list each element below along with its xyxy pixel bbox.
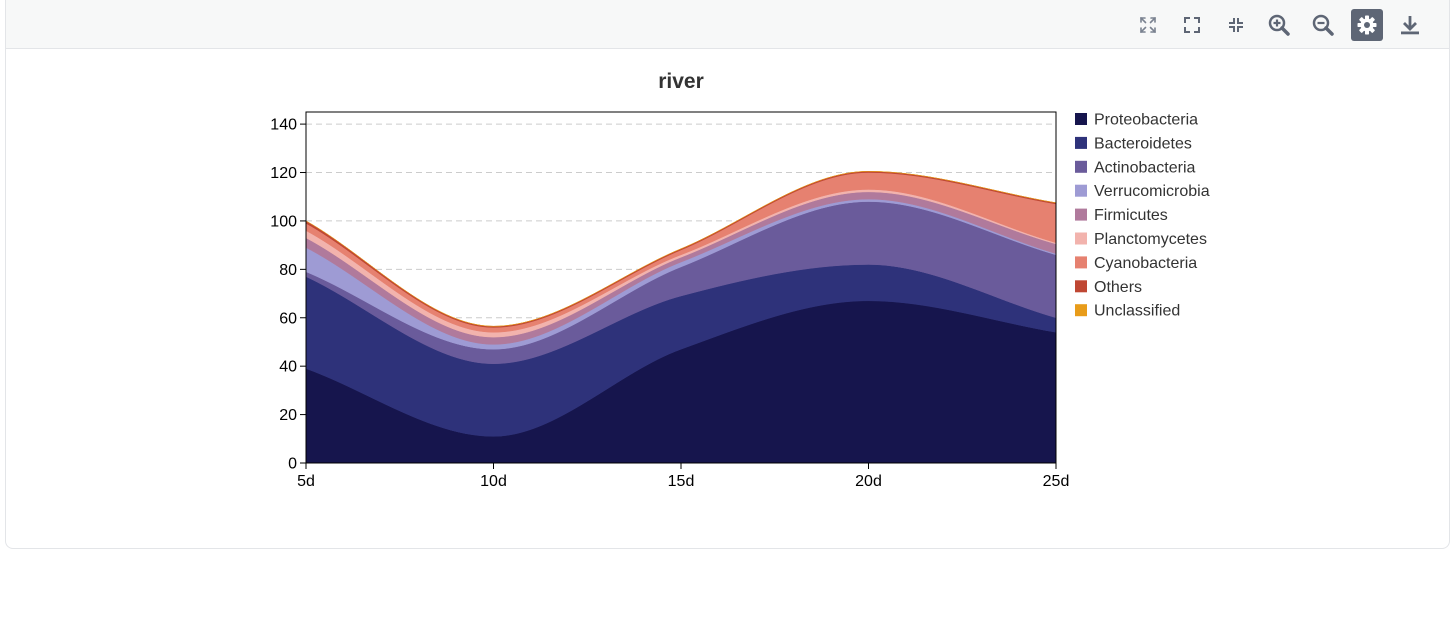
y-tick-label: 140 — [270, 117, 297, 134]
fullscreen-icon — [1184, 17, 1200, 33]
legend-item[interactable]: Planctomycetes — [1075, 231, 1207, 248]
compress-icon — [1229, 18, 1243, 32]
zoom-in-icon — [1268, 14, 1290, 36]
gear-icon — [1357, 15, 1377, 35]
legend-swatch — [1075, 208, 1087, 221]
y-tick-label: 40 — [279, 359, 297, 376]
x-tick-label: 10d — [480, 473, 507, 490]
legend-label: Planctomycetes — [1094, 231, 1207, 248]
legend-label: Verrucomicrobia — [1094, 183, 1210, 200]
legend-swatch — [1075, 256, 1087, 269]
y-tick-label: 0 — [288, 456, 297, 473]
zoom-in-button[interactable] — [1263, 9, 1295, 41]
x-tick-label: 25d — [1043, 473, 1070, 490]
x-tick-label: 20d — [855, 473, 882, 490]
y-tick-label: 120 — [270, 165, 297, 182]
y-tick-label: 20 — [279, 407, 297, 424]
x-tick-label: 15d — [668, 473, 695, 490]
legend-swatch — [1075, 184, 1087, 197]
legend-item[interactable]: Cyanobacteria — [1075, 255, 1197, 272]
zoom-out-button[interactable] — [1307, 9, 1339, 41]
legend-label: Firmicutes — [1094, 207, 1168, 224]
download-button[interactable] — [1394, 9, 1426, 41]
chart-title: river — [658, 70, 704, 93]
legend-item[interactable]: Others — [1075, 279, 1142, 296]
legend-label: Proteobacteria — [1094, 112, 1198, 129]
legend: Proteobacteria Bacteroidetes Actinobacteri… — [1075, 112, 1210, 320]
legend-label: Others — [1094, 279, 1142, 296]
fullscreen-button[interactable] — [1176, 9, 1208, 41]
axes: 0 20 40 60 80 100 120 140 5d 10d 15d 20d 25d — [270, 117, 1069, 490]
legend-label: Cyanobacteria — [1094, 255, 1197, 272]
settings-button[interactable] — [1351, 9, 1383, 41]
y-tick-label: 80 — [279, 262, 297, 279]
x-tick-label: 5d — [297, 473, 315, 490]
legend-item[interactable]: Unclassified — [1075, 303, 1180, 320]
stream-areas — [305, 171, 1057, 464]
legend-label: Unclassified — [1094, 303, 1180, 320]
compress-button[interactable] — [1220, 9, 1252, 41]
chart-toolbar — [6, 0, 1449, 49]
download-icon — [1401, 16, 1419, 35]
legend-item[interactable]: Firmicutes — [1075, 207, 1168, 224]
expand-icon — [1140, 17, 1156, 33]
legend-swatch — [1075, 136, 1087, 149]
zoom-out-icon — [1312, 14, 1334, 36]
legend-item[interactable]: Bacteroidetes — [1075, 135, 1192, 152]
y-tick-label: 60 — [279, 310, 297, 327]
y-tick-label: 100 — [270, 213, 297, 230]
legend-item[interactable]: Verrucomicrobia — [1075, 183, 1210, 200]
legend-item[interactable]: Actinobacteria — [1075, 159, 1195, 176]
legend-swatch — [1075, 232, 1087, 245]
legend-swatch — [1075, 113, 1087, 125]
legend-label: Bacteroidetes — [1094, 135, 1192, 152]
legend-swatch — [1075, 304, 1087, 317]
legend-item[interactable]: Proteobacteria — [1075, 112, 1198, 129]
legend-swatch — [1075, 280, 1087, 293]
legend-swatch — [1075, 160, 1087, 173]
legend-label: Actinobacteria — [1094, 159, 1195, 176]
expand-button[interactable] — [1132, 9, 1164, 41]
